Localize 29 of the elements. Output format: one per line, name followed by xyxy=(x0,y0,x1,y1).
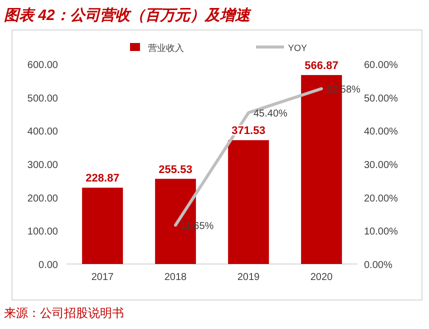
y-tick-label: 400.00 xyxy=(27,126,58,138)
y2-tick-label: 40.00% xyxy=(364,126,398,138)
y-tick-label: 300.00 xyxy=(27,160,58,171)
data-label: 566.87 xyxy=(304,60,338,72)
x-tick-label: 2017 xyxy=(91,272,114,283)
y-tick-label: 0.00 xyxy=(38,260,58,271)
y2-tick-label: 50.00% xyxy=(364,93,398,104)
bar xyxy=(82,188,123,264)
chart-title: 图表 42：公司营收（百万元）及增速 xyxy=(4,7,252,24)
x-tick-label: 2020 xyxy=(310,272,334,283)
y-tick-label: 200.00 xyxy=(27,193,58,204)
y2-tick-label: 60.00% xyxy=(364,60,398,71)
bar xyxy=(228,140,269,264)
y-tick-label: 600.00 xyxy=(27,60,58,71)
data-label: 45.40% xyxy=(254,108,288,120)
legend-label: 营业收入 xyxy=(148,43,184,53)
y-tick-label: 500.00 xyxy=(27,93,58,104)
y2-tick-label: 30.00% xyxy=(364,160,398,171)
data-label: 255.53 xyxy=(158,164,192,176)
y-tick-label: 100.00 xyxy=(27,226,58,238)
data-label: 371.53 xyxy=(232,125,266,138)
data-label: 228.87 xyxy=(86,172,120,185)
y2-tick-label: 0.00% xyxy=(364,260,392,271)
source-note: 来源：公司招股说明书 xyxy=(4,306,124,320)
x-tick-label: 2019 xyxy=(237,272,260,283)
y2-tick-label: 20.00% xyxy=(364,193,398,204)
legend-label: YOY xyxy=(288,43,308,53)
y2-tick-label: 10.00% xyxy=(364,226,398,238)
x-tick-label: 2018 xyxy=(164,272,188,283)
